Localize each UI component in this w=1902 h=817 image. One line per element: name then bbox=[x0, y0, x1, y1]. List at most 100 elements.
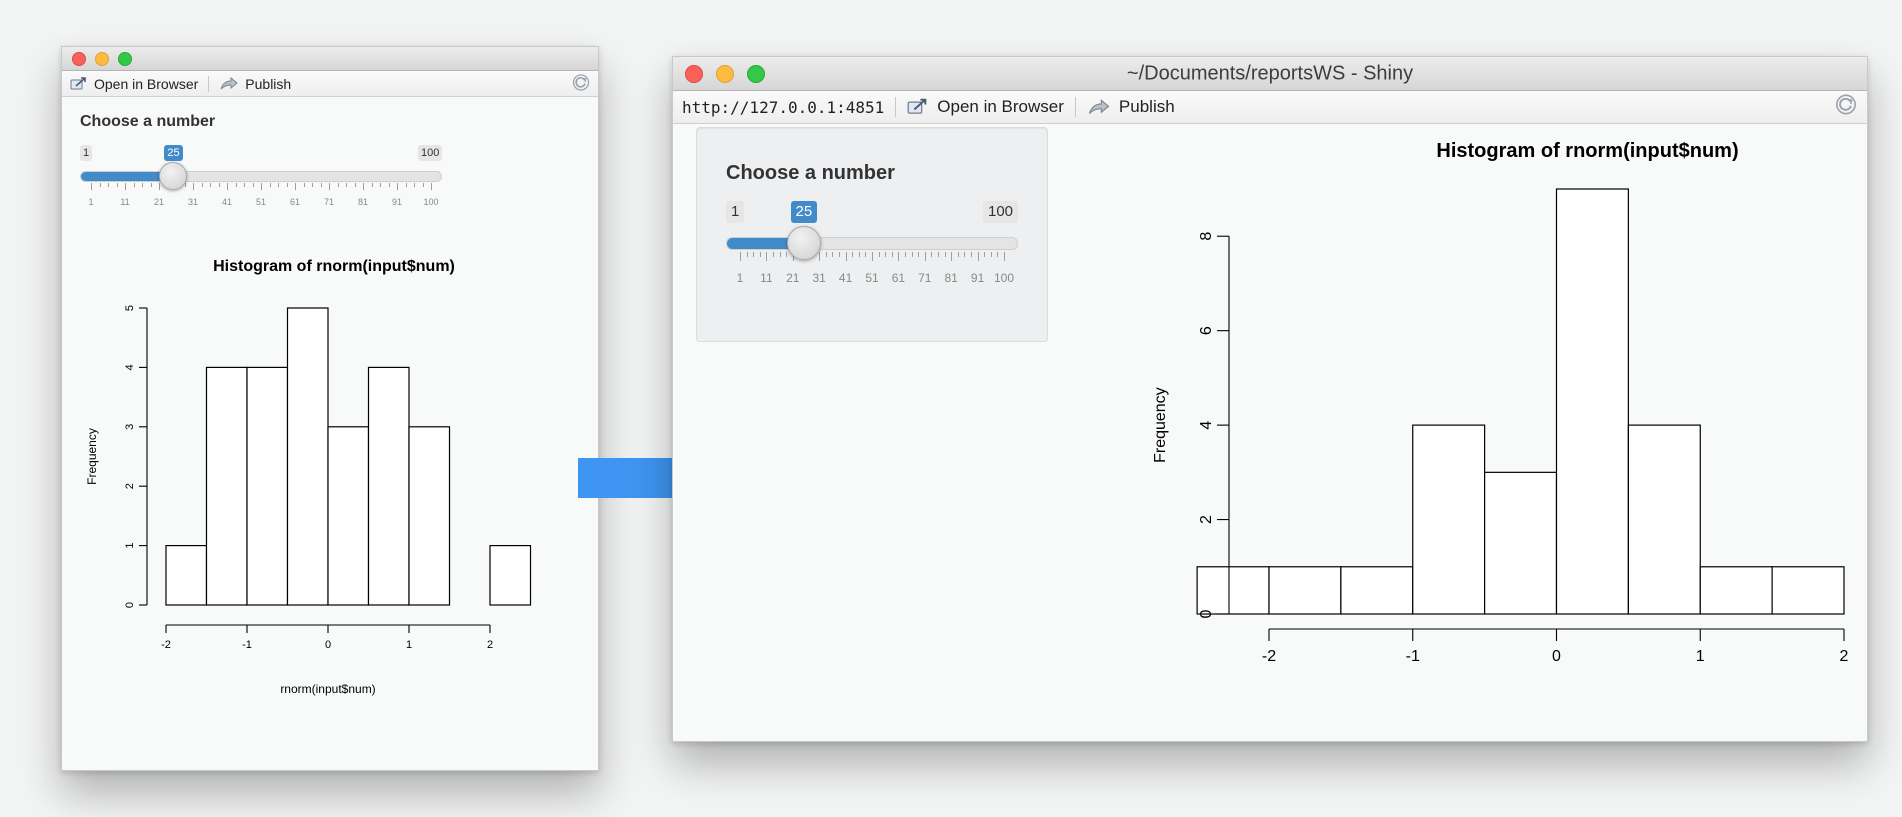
histogram-bar bbox=[1268, 566, 1342, 615]
open-in-browser-button[interactable]: Open in Browser bbox=[907, 97, 1064, 117]
x-tick-label: 1 bbox=[406, 639, 412, 651]
slider-tick bbox=[244, 183, 245, 187]
refresh-button[interactable] bbox=[1835, 94, 1857, 121]
window-controls bbox=[685, 64, 765, 83]
minimize-button[interactable] bbox=[716, 64, 734, 83]
slider-tick bbox=[779, 252, 781, 257]
slider-tick bbox=[839, 252, 840, 257]
slider-tick-label: 71 bbox=[918, 271, 932, 285]
histogram-plot: Histogram of rnorm(input$num) -2 -1 0 1 2 rnor… bbox=[85, 258, 532, 696]
chart-title: Histogram of rnorm(input$num) bbox=[213, 258, 455, 275]
histogram-bar bbox=[489, 545, 532, 606]
window-titlebar bbox=[62, 47, 598, 71]
open-in-browser-button[interactable]: Open in Browser bbox=[70, 76, 198, 92]
slider-tick bbox=[303, 183, 305, 187]
slider-tick bbox=[116, 183, 118, 187]
slider-tick bbox=[125, 183, 126, 190]
zoom-button[interactable] bbox=[118, 51, 132, 66]
slider-tick bbox=[931, 252, 933, 257]
y-tick-label: 5 bbox=[124, 305, 136, 311]
y-tick-label: 4 bbox=[124, 364, 136, 370]
histogram-bar bbox=[408, 426, 451, 606]
slider-tick bbox=[346, 183, 347, 187]
y-axis-label: Frequency bbox=[1152, 387, 1169, 463]
slider-tick bbox=[269, 183, 271, 187]
y-tick-label: 8 bbox=[1198, 232, 1215, 241]
slider-tick bbox=[320, 183, 322, 187]
slider-label: Choose a number bbox=[726, 162, 895, 184]
slider-tick bbox=[951, 252, 953, 261]
slider-tick bbox=[193, 183, 194, 190]
slider-tick bbox=[819, 252, 821, 261]
close-button[interactable] bbox=[685, 64, 703, 83]
rstudio-viewer-window-small: Open in Browser Publish Choose a number … bbox=[61, 46, 599, 771]
number-slider-input: Choose a number 1 100 25 1 11 21 31 41 51 61 71… bbox=[726, 162, 1026, 287]
slider-widget[interactable]: 1 100 25 1 11 21 31 41 51 61 71 81 91 100 bbox=[726, 197, 1026, 287]
y-tick-label: 6 bbox=[1198, 326, 1215, 335]
slider-tick bbox=[201, 183, 203, 187]
close-button[interactable] bbox=[72, 51, 86, 66]
slider-tick bbox=[329, 183, 330, 190]
slider-widget[interactable]: 1 100 25 1 11 21 31 41 51 61 71 81 91 100 bbox=[80, 141, 450, 221]
slider-tick bbox=[924, 252, 926, 261]
histogram-bar bbox=[327, 426, 370, 606]
slider-tick bbox=[746, 252, 748, 257]
slider-tick-label: 1 bbox=[88, 197, 94, 207]
slider-tick-label: 81 bbox=[357, 197, 369, 207]
slider-tick bbox=[278, 183, 279, 187]
zoom-button[interactable] bbox=[747, 64, 765, 83]
toolbar-separator bbox=[895, 97, 897, 117]
slider-tick bbox=[414, 183, 415, 187]
app-url[interactable]: http://127.0.0.1:4851 bbox=[682, 97, 885, 117]
slider-tick-label: 61 bbox=[289, 197, 301, 207]
slider-tick bbox=[184, 183, 186, 187]
slider-tick bbox=[753, 252, 755, 257]
publish-label: Publish bbox=[1118, 97, 1175, 116]
slider-label: Choose a number bbox=[80, 113, 216, 130]
slider-tick-label: 41 bbox=[838, 271, 853, 285]
slider-tick bbox=[133, 183, 135, 187]
histogram-bar bbox=[1627, 424, 1701, 615]
x-tick-label: 2 bbox=[487, 639, 493, 651]
histogram-bar bbox=[205, 366, 248, 606]
publish-button[interactable]: Publish bbox=[1087, 97, 1175, 117]
toolbar-separator bbox=[208, 75, 210, 92]
x-tick-label: -1 bbox=[1406, 648, 1420, 665]
slider-min-label: 1 bbox=[726, 201, 745, 223]
refresh-icon bbox=[1836, 94, 1856, 115]
slider-handle[interactable] bbox=[159, 162, 188, 190]
minimize-button[interactable] bbox=[95, 51, 109, 66]
slider-tick-label: 21 bbox=[786, 271, 800, 285]
refresh-icon bbox=[572, 73, 590, 91]
slider-tick bbox=[388, 183, 390, 187]
window-controls bbox=[72, 51, 132, 66]
viewer-toolbar: Open in Browser Publish bbox=[62, 71, 598, 97]
slider-tick bbox=[977, 252, 979, 261]
publish-button[interactable]: Publish bbox=[219, 76, 291, 92]
slider-max-label: 100 bbox=[983, 201, 1019, 223]
slider-tick bbox=[286, 183, 288, 187]
slider-tick bbox=[405, 183, 407, 187]
shiny-app-window-large: ~/Documents/reportsWS - Shiny http://127… bbox=[672, 56, 1868, 742]
y-tick-label: 2 bbox=[124, 483, 136, 489]
slider-tick-label: 51 bbox=[865, 271, 879, 285]
slider-min-label: 1 bbox=[80, 145, 93, 161]
x-tick-label: 0 bbox=[1552, 648, 1561, 665]
slider-tick bbox=[773, 252, 774, 257]
slider-tick bbox=[371, 183, 373, 187]
slider-tick-label: 11 bbox=[760, 271, 773, 285]
y-tick-label: 4 bbox=[1198, 421, 1215, 430]
histogram-bar bbox=[1771, 566, 1845, 615]
slider-tick bbox=[150, 183, 152, 187]
slider-value-label: 25 bbox=[790, 201, 818, 223]
slider-tick bbox=[91, 183, 92, 190]
slider-track[interactable] bbox=[80, 171, 442, 182]
slider-handle[interactable] bbox=[787, 226, 821, 260]
slider-tick bbox=[964, 252, 966, 257]
slider-tick bbox=[766, 252, 768, 261]
slider-tick-label: 1 bbox=[736, 271, 744, 285]
slider-max-label: 100 bbox=[418, 145, 443, 161]
refresh-button[interactable] bbox=[572, 73, 590, 94]
slider-tick bbox=[252, 183, 254, 187]
open-in-browser-icon bbox=[70, 76, 86, 89]
